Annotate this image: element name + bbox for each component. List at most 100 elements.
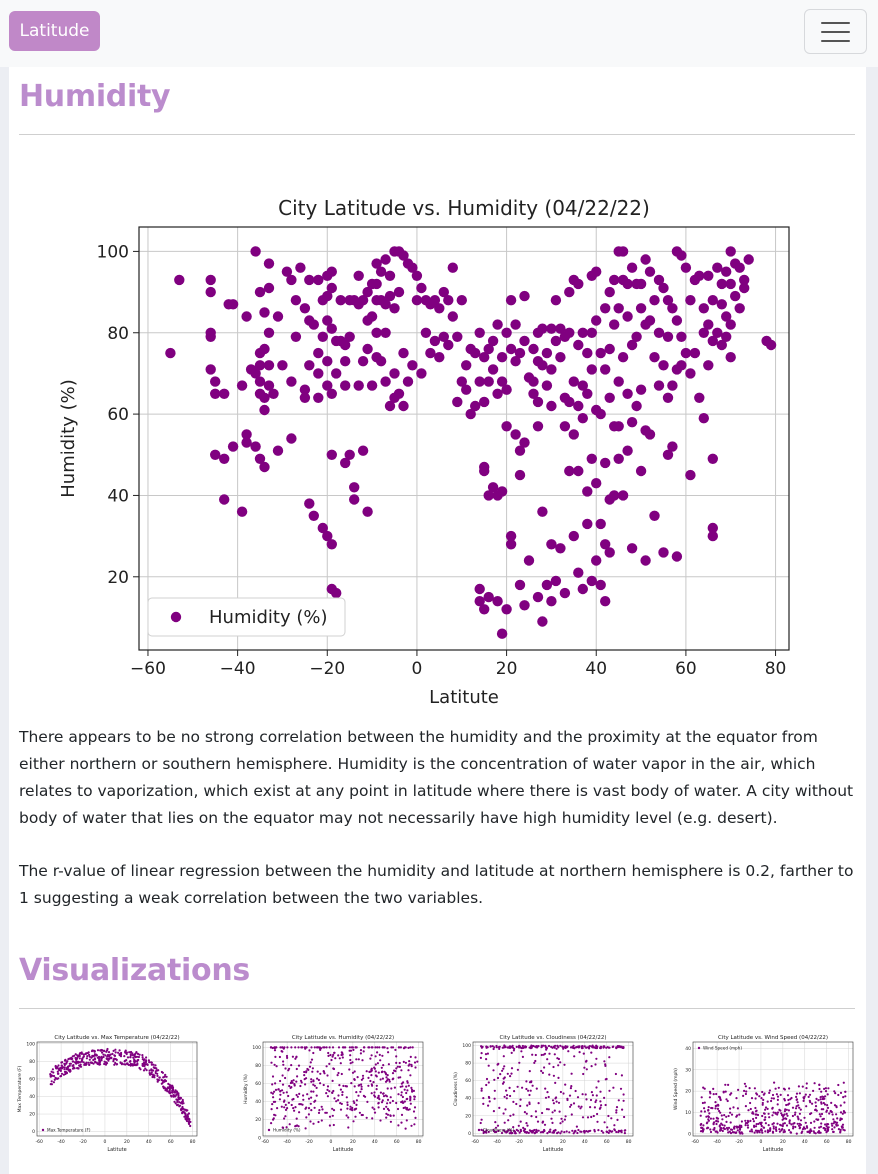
data-point <box>474 596 485 607</box>
data-point <box>600 539 611 550</box>
data-point <box>778 1108 781 1111</box>
data-point <box>154 1067 157 1070</box>
data-point <box>325 1092 328 1095</box>
data-point <box>370 1074 373 1077</box>
data-point <box>753 1131 756 1134</box>
data-point <box>491 1045 494 1048</box>
data-point <box>757 1122 760 1125</box>
thumbnail-wind-speed-chart[interactable]: City Latitude vs. Wind Speed (04/22/22)-… <box>669 1032 859 1157</box>
data-point <box>613 421 624 432</box>
data-point <box>548 1052 551 1055</box>
x-axis-label: Latitude <box>543 1147 564 1153</box>
data-point <box>581 1045 584 1048</box>
data-point <box>298 1111 301 1114</box>
data-point <box>765 339 777 351</box>
thumbnail-max-temperature-chart[interactable]: City Latitude vs. Max Temperature (04/22… <box>13 1032 203 1157</box>
thumbnail-cloudiness-chart[interactable]: City Latitude vs. Cloudiness (04/22/22)-… <box>449 1032 639 1157</box>
data-point <box>227 441 239 452</box>
data-point <box>259 461 270 473</box>
data-point <box>607 1131 610 1134</box>
data-point <box>326 539 337 550</box>
data-point <box>733 1131 736 1134</box>
y-tick-label: 40 <box>29 1094 35 1100</box>
data-point <box>78 1061 81 1064</box>
data-point <box>552 1102 555 1105</box>
data-point <box>104 1061 108 1064</box>
data-point <box>825 1125 828 1128</box>
data-point <box>568 1094 572 1097</box>
data-point <box>505 539 517 550</box>
x-tick-label: −40 <box>220 659 256 679</box>
data-point <box>425 347 436 359</box>
data-point <box>385 1116 388 1119</box>
data-point <box>595 1057 598 1060</box>
x-tick-label: 0 <box>540 1139 543 1145</box>
data-point <box>798 1127 801 1130</box>
data-point <box>562 1047 565 1050</box>
data-point <box>505 1131 508 1134</box>
data-point <box>518 1131 521 1134</box>
data-point <box>605 1130 608 1133</box>
menu-toggle-button[interactable] <box>804 9 867 54</box>
data-point <box>520 1047 523 1050</box>
data-point <box>573 465 584 477</box>
data-point <box>353 380 364 391</box>
data-point <box>318 1109 321 1112</box>
data-point <box>764 1108 767 1111</box>
data-point <box>600 364 611 375</box>
data-point <box>83 1063 86 1066</box>
data-point <box>79 1065 82 1068</box>
data-point <box>254 376 266 387</box>
data-point <box>534 1053 537 1057</box>
data-point <box>404 1061 407 1064</box>
data-point <box>326 1085 330 1088</box>
data-point <box>623 1115 626 1119</box>
data-point <box>617 352 629 363</box>
data-point <box>389 303 400 314</box>
data-point <box>313 1046 316 1049</box>
data-point <box>528 1102 531 1106</box>
x-tick-label: -60 <box>692 1139 699 1145</box>
data-point <box>376 1062 379 1065</box>
brand-button[interactable]: Latitude <box>9 11 100 51</box>
data-point <box>328 1062 331 1065</box>
thumbnail-humidity-chart[interactable]: City Latitude vs. Humidity (04/22/22)-60… <box>239 1032 429 1157</box>
data-point <box>398 400 409 412</box>
data-point <box>821 1097 824 1101</box>
data-point <box>483 1131 486 1134</box>
data-point <box>302 1094 305 1097</box>
data-point <box>798 1112 801 1115</box>
data-point <box>291 1098 294 1101</box>
data-point <box>138 1053 141 1056</box>
data-point <box>771 1106 774 1109</box>
data-point <box>591 266 602 277</box>
data-point <box>767 1112 770 1115</box>
data-point <box>543 1066 546 1069</box>
data-point <box>66 1060 69 1063</box>
data-point <box>680 262 692 273</box>
data-point <box>512 1113 515 1116</box>
data-point <box>278 1055 281 1059</box>
data-point <box>535 1129 538 1132</box>
data-point <box>145 1056 148 1059</box>
data-point <box>537 1129 540 1132</box>
data-point <box>386 1087 389 1090</box>
data-point <box>80 1059 84 1062</box>
data-point <box>493 1131 497 1134</box>
data-point <box>398 250 409 261</box>
data-point <box>738 1113 741 1116</box>
data-point <box>595 518 606 530</box>
data-point <box>824 1127 827 1130</box>
data-point <box>573 400 584 412</box>
data-point <box>380 1066 383 1069</box>
data-point <box>519 335 530 347</box>
data-point <box>708 1112 711 1115</box>
data-point <box>763 1118 767 1121</box>
data-point <box>310 1078 313 1081</box>
data-point <box>176 1104 179 1107</box>
data-point <box>573 1130 576 1133</box>
data-point <box>373 1066 376 1069</box>
x-tick-label: −60 <box>130 659 166 679</box>
data-point <box>411 1090 414 1093</box>
data-point <box>685 469 696 481</box>
